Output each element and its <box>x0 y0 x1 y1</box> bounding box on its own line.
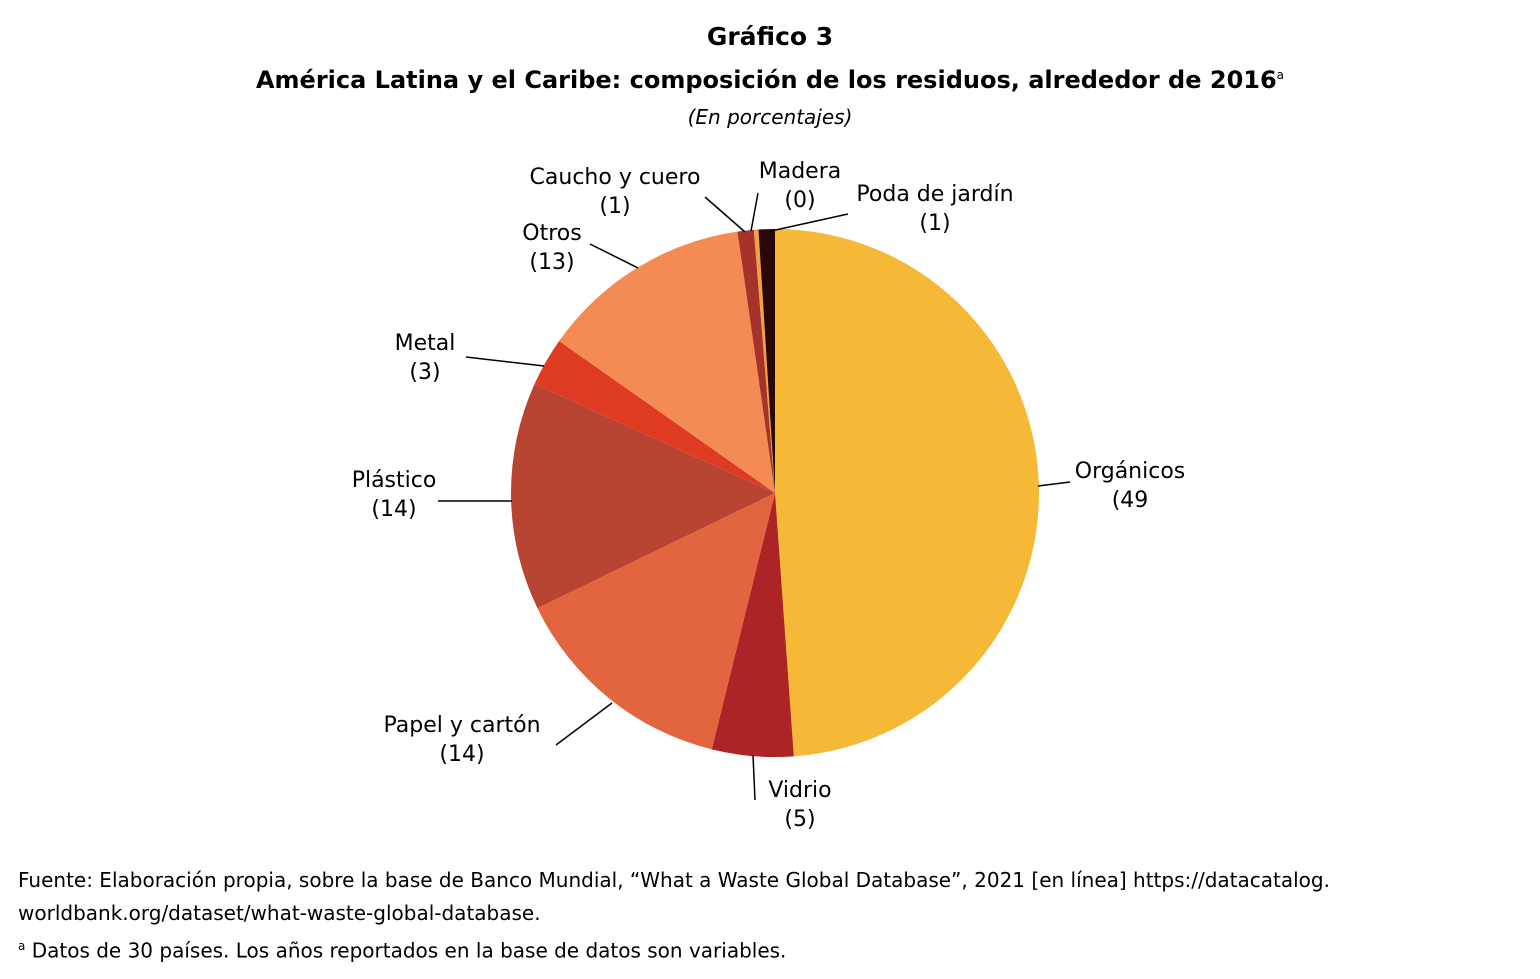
pie-slice-orgánicos <box>775 229 1039 757</box>
footnote: a Datos de 30 países. Los años reportado… <box>18 930 1528 968</box>
slice-label-name: Poda de jardín <box>856 182 1013 207</box>
slice-label: Papel y cartón (14) <box>383 713 540 767</box>
slice-label-name: Plástico <box>352 468 437 493</box>
slice-label-name: Papel y cartón <box>383 713 540 738</box>
slice-label-value: (1) <box>599 194 630 219</box>
slice-label-value: (13) <box>529 250 574 275</box>
leader-line <box>465 356 545 367</box>
slice-label-name: Madera <box>759 159 842 184</box>
leader-line <box>750 192 759 232</box>
pie-slice-madera <box>753 229 775 493</box>
leader-line <box>589 243 639 269</box>
slice-label-value: (14) <box>439 742 484 767</box>
pie-slices <box>511 229 1039 757</box>
slice-label: Metal (3) <box>395 331 456 385</box>
chart-subtitle: América Latina y el Caribe: composición … <box>0 56 1540 99</box>
slice-label-name: Metal <box>395 331 456 356</box>
leader-line <box>770 213 849 232</box>
slice-label-name: Vidrio <box>768 778 831 803</box>
pie-slice-caucho-y-cuero <box>737 229 775 493</box>
slice-label-value: (0) <box>784 188 815 213</box>
leader-lines <box>438 192 1071 801</box>
chart-unit: (En porcentajes) <box>687 105 853 129</box>
slice-label: Orgánicos (49 <box>1075 459 1186 513</box>
footnote-marker: a <box>18 939 26 953</box>
chart-header: Gráfico 3 América Latina y el Caribe: co… <box>0 18 1540 135</box>
footnote-text: Datos de 30 países. Los años reportados … <box>25 938 787 963</box>
leader-line <box>704 196 746 233</box>
pie-slice-otros <box>559 231 775 493</box>
slice-label: Madera (0) <box>759 159 842 213</box>
leader-line <box>752 754 756 801</box>
slice-label: Otros (13) <box>522 221 581 275</box>
slice-label-name: Otros <box>522 221 581 246</box>
slice-label-value: (1) <box>919 211 950 236</box>
slice-label-value: (49 <box>1112 488 1149 513</box>
pie-slice-papel-y-cartón <box>537 493 775 750</box>
pie-slice-metal <box>534 341 775 493</box>
slice-label-value: (3) <box>409 360 440 385</box>
source-note: Fuente: Elaboración propia, sobre la bas… <box>18 868 1330 925</box>
slice-label: Plástico (14) <box>352 468 437 522</box>
slice-label-value: (5) <box>784 807 815 832</box>
chart-title: Gráfico 3 <box>706 22 834 51</box>
chart-footer: Fuente: Elaboración propia, sobre la bas… <box>18 864 1528 968</box>
slice-label: Poda de jardín (1) <box>856 182 1013 236</box>
subtitle-note-marker: a <box>1276 68 1285 82</box>
leader-line <box>1037 481 1071 487</box>
pie-slice-vidrio <box>711 493 794 757</box>
slice-label: Vidrio (5) <box>768 778 831 832</box>
pie-slice-plástico <box>511 384 775 609</box>
slice-label: Caucho y cuero (1) <box>530 165 701 219</box>
slice-label-name: Caucho y cuero <box>530 165 701 190</box>
slice-label-value: (14) <box>371 497 416 522</box>
slice-label-name: Orgánicos <box>1075 459 1186 484</box>
leader-line <box>555 702 613 746</box>
pie-slice-poda-de-jardín <box>758 229 775 493</box>
chart-subtitle-text: América Latina y el Caribe: composición … <box>255 66 1277 94</box>
